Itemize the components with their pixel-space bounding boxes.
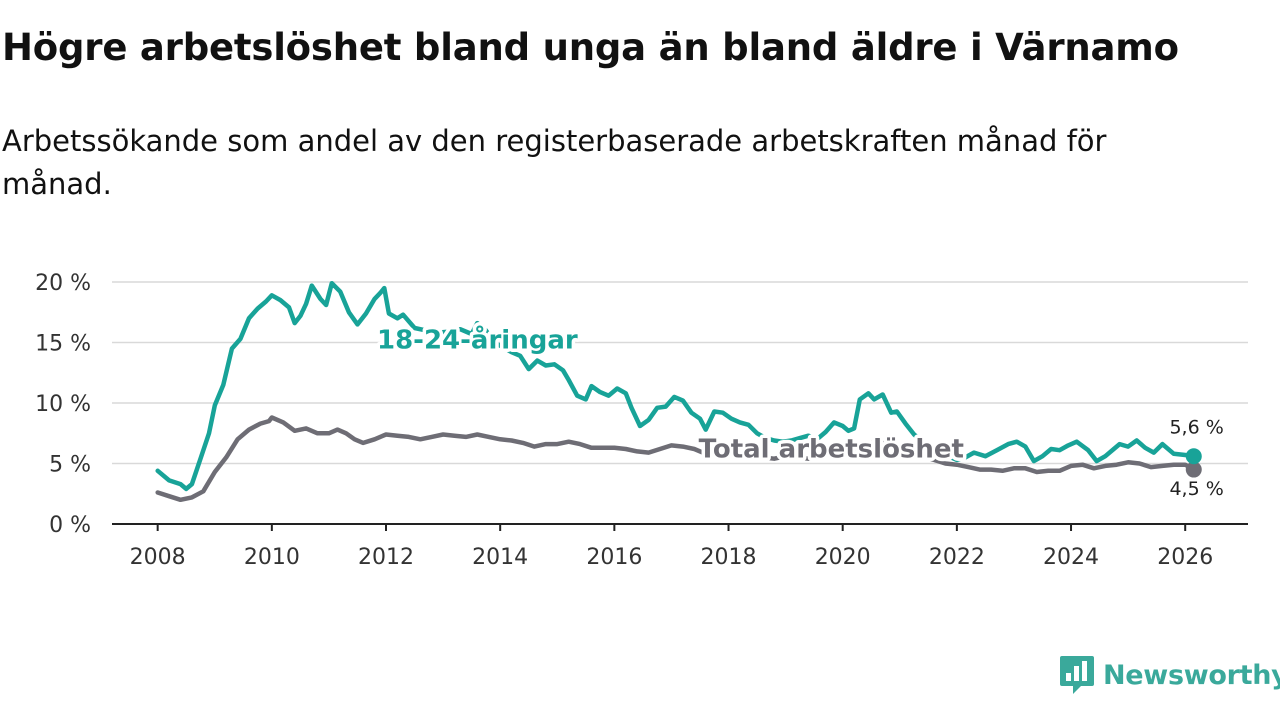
series-end-point-total xyxy=(1185,461,1202,478)
grid-lines xyxy=(112,281,1248,465)
y-axis-labels: 0 % 5 % 10 % 15 % 20 % xyxy=(35,271,91,538)
x-tick-label: 2026 xyxy=(1157,545,1213,570)
series-label-youth: 18-24-åringar xyxy=(377,324,578,356)
x-tick-label: 2012 xyxy=(358,545,414,570)
series-labels: 18-24-åringar Total arbetslöshet 5,6 % 4,5 … xyxy=(373,320,1226,502)
newsworthy-logo-icon xyxy=(1060,656,1094,694)
newsworthy-logo-text: Newsworthy xyxy=(1103,659,1280,691)
x-tick-label: 2008 xyxy=(130,545,186,570)
series-line-total xyxy=(155,415,1197,503)
y-tick-label: 20 % xyxy=(35,271,91,296)
x-tick-label: 2010 xyxy=(244,545,300,570)
series-end-point-youth xyxy=(1185,448,1202,465)
x-tick-label: 2022 xyxy=(929,545,985,570)
y-tick-label: 5 % xyxy=(49,453,91,478)
series-label-total: Total arbetslöshet xyxy=(699,434,964,464)
x-tick-label: 2014 xyxy=(472,545,528,570)
x-tick-label: 2016 xyxy=(586,545,642,570)
end-label-total: 4,5 % xyxy=(1169,478,1223,500)
y-tick-label: 15 % xyxy=(35,332,91,357)
series-lines xyxy=(155,280,1202,503)
x-tick-label: 2020 xyxy=(815,545,871,570)
end-label-youth: 5,6 % xyxy=(1169,416,1223,438)
chart-title: Högre arbetslöshet bland unga än bland ä… xyxy=(2,26,1179,69)
x-tick-label: 2018 xyxy=(701,545,757,570)
newsworthy-logo: Newsworthy xyxy=(1059,654,1280,696)
y-tick-label: 0 % xyxy=(49,513,91,538)
y-tick-label: 10 % xyxy=(35,392,91,417)
x-tick-label: 2024 xyxy=(1043,545,1099,570)
x-axis: 2008 2010 2012 2014 2016 2018 2020 2022 2024 2026 xyxy=(112,523,1248,570)
series-line-youth xyxy=(155,280,1197,492)
chart-subtitle: Arbetssökande som andel av den registerb… xyxy=(2,124,1107,201)
